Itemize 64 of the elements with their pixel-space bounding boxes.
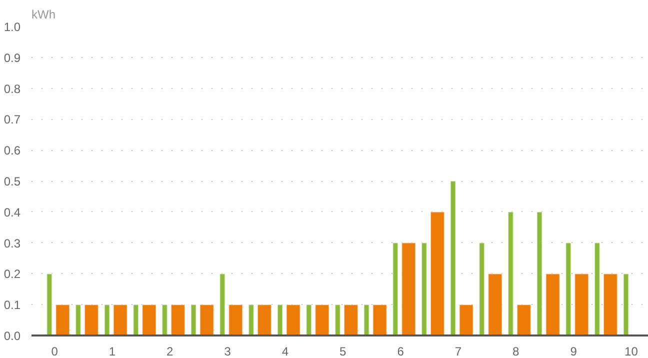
bar <box>162 304 168 336</box>
bar <box>565 242 572 336</box>
bar <box>458 304 474 336</box>
y-axis-title: kWh <box>32 8 56 22</box>
x-tick-label: 5 <box>340 344 347 358</box>
x-tick-label: 0 <box>51 344 58 358</box>
bar <box>363 304 370 336</box>
bar <box>314 304 330 336</box>
bar <box>170 304 186 336</box>
bar <box>344 304 358 336</box>
y-tick-label: 0.3 <box>4 236 21 250</box>
bar <box>55 304 70 336</box>
bar <box>104 304 110 336</box>
bar <box>257 304 272 336</box>
bar <box>508 211 514 336</box>
bar <box>142 304 157 336</box>
bar <box>401 242 416 336</box>
y-tick-label: 0.2 <box>4 267 21 282</box>
x-tick-label: 8 <box>512 344 520 358</box>
x-tick-label: 2 <box>166 344 174 358</box>
bar <box>199 304 214 336</box>
bar <box>516 304 532 336</box>
bar <box>286 304 301 336</box>
y-tick-label: 1.0 <box>4 20 21 34</box>
bar <box>219 273 226 336</box>
bar <box>488 273 503 336</box>
x-tick-label: 3 <box>224 344 232 358</box>
bar <box>372 304 388 336</box>
bar <box>622 273 630 336</box>
bar <box>276 304 284 336</box>
bar <box>603 273 618 336</box>
bar <box>430 211 445 336</box>
x-tick-label: 1 <box>108 344 116 358</box>
bar <box>75 304 82 336</box>
y-tick-label: 0.4 <box>4 205 21 220</box>
bar <box>594 242 600 336</box>
x-tick-label: 7 <box>454 344 462 358</box>
x-tick-label: 4 <box>282 344 289 358</box>
y-tick-label: 0.9 <box>4 50 21 65</box>
x-tick-label: 9 <box>570 344 578 358</box>
bar <box>306 304 312 336</box>
y-tick-label: 0.6 <box>4 144 21 158</box>
bar <box>112 304 128 336</box>
y-tick-label: 0.7 <box>4 112 21 127</box>
bar <box>190 304 197 336</box>
y-tick-label: 0.0 <box>4 329 21 343</box>
bar <box>450 180 456 336</box>
y-tick-label: 0.1 <box>4 298 21 312</box>
bar <box>421 242 428 336</box>
bar <box>228 304 244 336</box>
x-tick-label: 6 <box>397 344 404 358</box>
bar <box>478 242 485 336</box>
bar <box>84 304 99 336</box>
bar <box>46 273 52 336</box>
y-tick-label: 0.8 <box>4 82 21 96</box>
y-tick-label: 0.5 <box>4 174 21 188</box>
bar <box>574 273 590 336</box>
bar <box>248 304 254 336</box>
bar <box>536 211 543 336</box>
x-tick-label: 10 <box>624 344 638 358</box>
bar <box>392 242 398 336</box>
bar <box>334 304 341 336</box>
bar <box>132 304 139 336</box>
bar <box>545 273 560 336</box>
